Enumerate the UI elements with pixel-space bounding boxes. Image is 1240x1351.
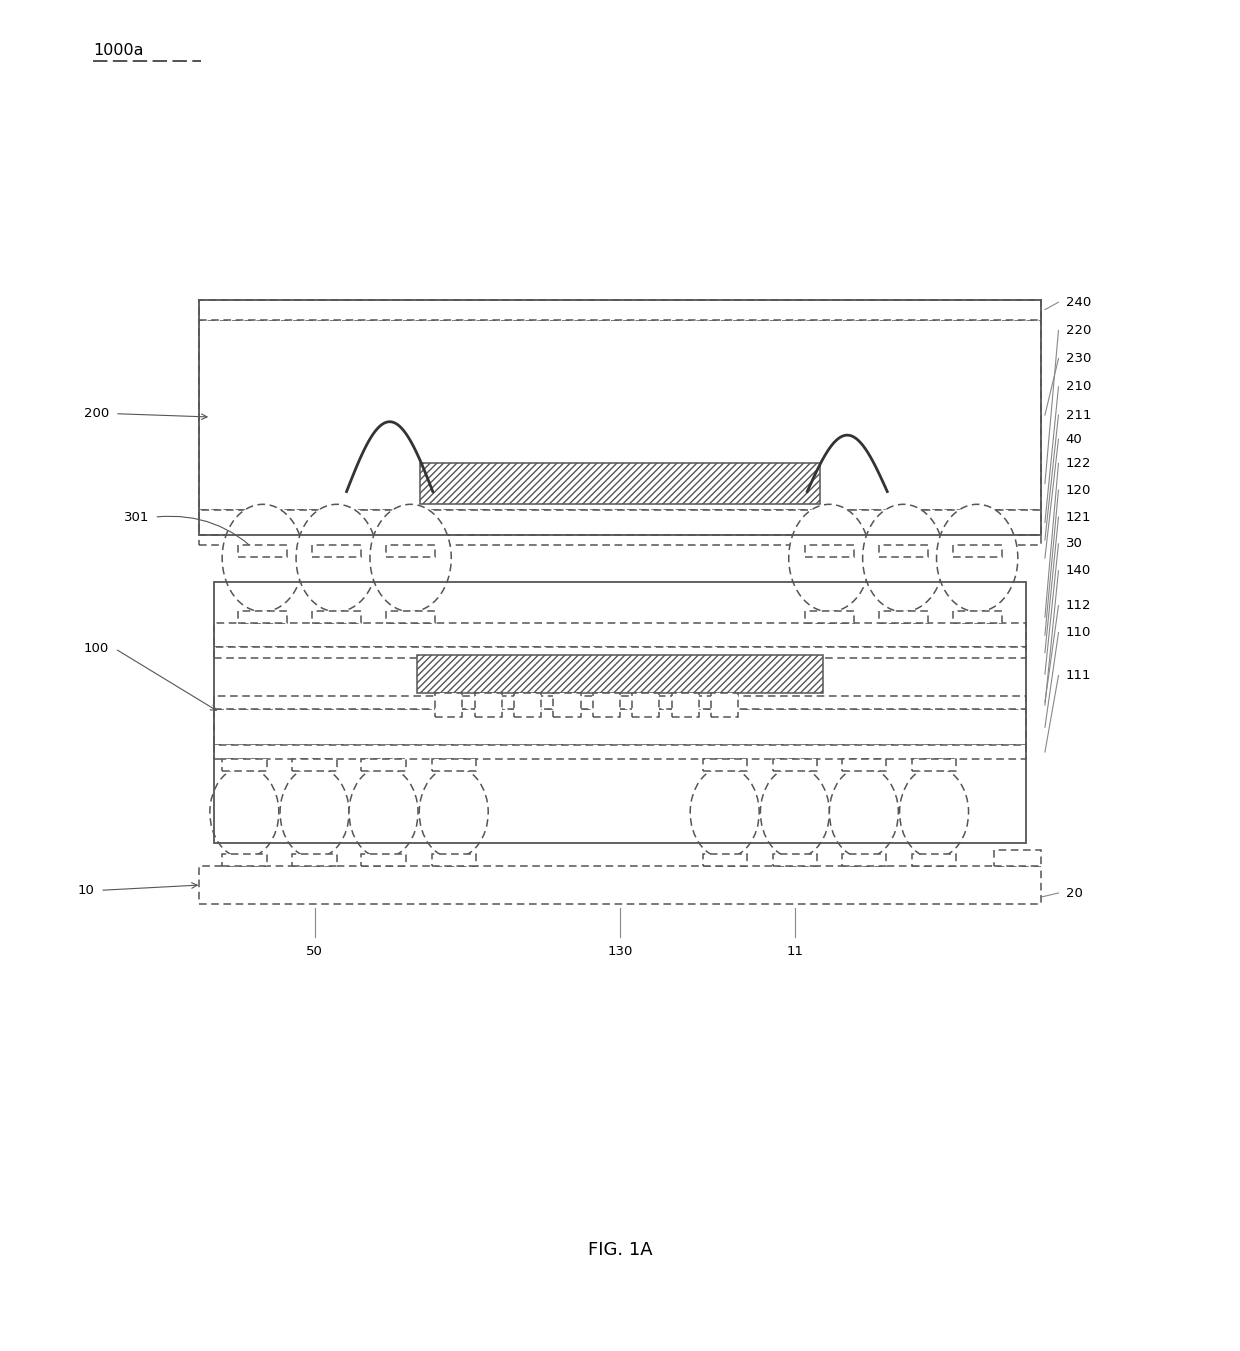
Bar bbox=[879, 611, 928, 623]
Bar bbox=[238, 611, 288, 623]
Bar bbox=[222, 759, 267, 771]
Ellipse shape bbox=[760, 767, 830, 858]
Bar bbox=[198, 535, 1042, 546]
Text: 40: 40 bbox=[1066, 432, 1083, 446]
Text: 200: 200 bbox=[83, 407, 109, 420]
Bar bbox=[911, 854, 956, 866]
Text: 230: 230 bbox=[1066, 353, 1091, 365]
Bar bbox=[417, 655, 823, 693]
Text: 220: 220 bbox=[1066, 324, 1091, 336]
Bar bbox=[293, 759, 337, 771]
Bar bbox=[432, 759, 476, 771]
Bar bbox=[198, 300, 1042, 535]
Bar bbox=[213, 581, 1027, 843]
Text: 120: 120 bbox=[1066, 484, 1091, 497]
Bar bbox=[805, 611, 854, 623]
Bar bbox=[952, 611, 1002, 623]
Bar bbox=[312, 611, 361, 623]
Ellipse shape bbox=[222, 504, 304, 612]
Bar bbox=[475, 693, 502, 717]
Text: 100: 100 bbox=[83, 642, 109, 655]
Text: 211: 211 bbox=[1066, 408, 1091, 422]
Bar bbox=[672, 693, 699, 717]
Bar bbox=[293, 854, 337, 866]
Text: 122: 122 bbox=[1066, 457, 1091, 470]
Text: 11: 11 bbox=[786, 946, 804, 958]
Bar bbox=[198, 300, 1042, 320]
Bar bbox=[773, 759, 817, 771]
Bar bbox=[553, 693, 580, 717]
Bar bbox=[222, 854, 267, 866]
Bar bbox=[420, 463, 820, 504]
Bar bbox=[238, 546, 288, 558]
Text: 30: 30 bbox=[1066, 538, 1083, 550]
Bar bbox=[435, 693, 463, 717]
Ellipse shape bbox=[863, 504, 944, 612]
Text: 10: 10 bbox=[77, 884, 94, 897]
Bar bbox=[361, 759, 405, 771]
Bar bbox=[213, 696, 1027, 709]
Bar bbox=[361, 854, 405, 866]
Text: 130: 130 bbox=[608, 946, 632, 958]
Ellipse shape bbox=[280, 767, 348, 858]
Text: 301: 301 bbox=[124, 511, 150, 524]
Text: 121: 121 bbox=[1066, 511, 1091, 524]
Bar bbox=[879, 546, 928, 558]
Ellipse shape bbox=[210, 767, 279, 858]
Text: 110: 110 bbox=[1066, 626, 1091, 639]
Ellipse shape bbox=[419, 767, 489, 858]
Ellipse shape bbox=[296, 504, 377, 612]
Bar bbox=[198, 511, 1042, 535]
Bar bbox=[515, 693, 541, 717]
Text: FIG. 1A: FIG. 1A bbox=[588, 1242, 652, 1259]
Bar bbox=[386, 611, 435, 623]
Bar bbox=[994, 850, 1042, 866]
Ellipse shape bbox=[691, 767, 759, 858]
Bar bbox=[213, 709, 1027, 746]
Bar bbox=[703, 759, 746, 771]
Bar bbox=[773, 854, 817, 866]
Ellipse shape bbox=[899, 767, 968, 858]
Bar bbox=[213, 746, 1027, 759]
Bar bbox=[632, 693, 660, 717]
Bar bbox=[911, 759, 956, 771]
Bar bbox=[703, 854, 746, 866]
Ellipse shape bbox=[789, 504, 870, 612]
Bar bbox=[432, 854, 476, 866]
Bar bbox=[805, 546, 854, 558]
Ellipse shape bbox=[830, 767, 898, 858]
Bar bbox=[198, 320, 1042, 511]
Bar bbox=[312, 546, 361, 558]
Bar bbox=[712, 693, 738, 717]
Ellipse shape bbox=[370, 504, 451, 612]
Bar bbox=[198, 866, 1042, 904]
Bar bbox=[952, 546, 1002, 558]
Text: 1000a: 1000a bbox=[93, 43, 144, 58]
Text: 20: 20 bbox=[1066, 886, 1083, 900]
Bar bbox=[213, 623, 1027, 647]
Bar bbox=[593, 693, 620, 717]
Text: 111: 111 bbox=[1066, 669, 1091, 682]
Bar bbox=[842, 759, 887, 771]
Bar bbox=[386, 546, 435, 558]
Bar bbox=[213, 647, 1027, 658]
Text: 112: 112 bbox=[1066, 600, 1091, 612]
Ellipse shape bbox=[936, 504, 1018, 612]
Text: 50: 50 bbox=[306, 946, 322, 958]
Ellipse shape bbox=[348, 767, 418, 858]
Text: 140: 140 bbox=[1066, 565, 1091, 577]
Text: 240: 240 bbox=[1066, 296, 1091, 309]
Bar bbox=[842, 854, 887, 866]
Text: 210: 210 bbox=[1066, 381, 1091, 393]
